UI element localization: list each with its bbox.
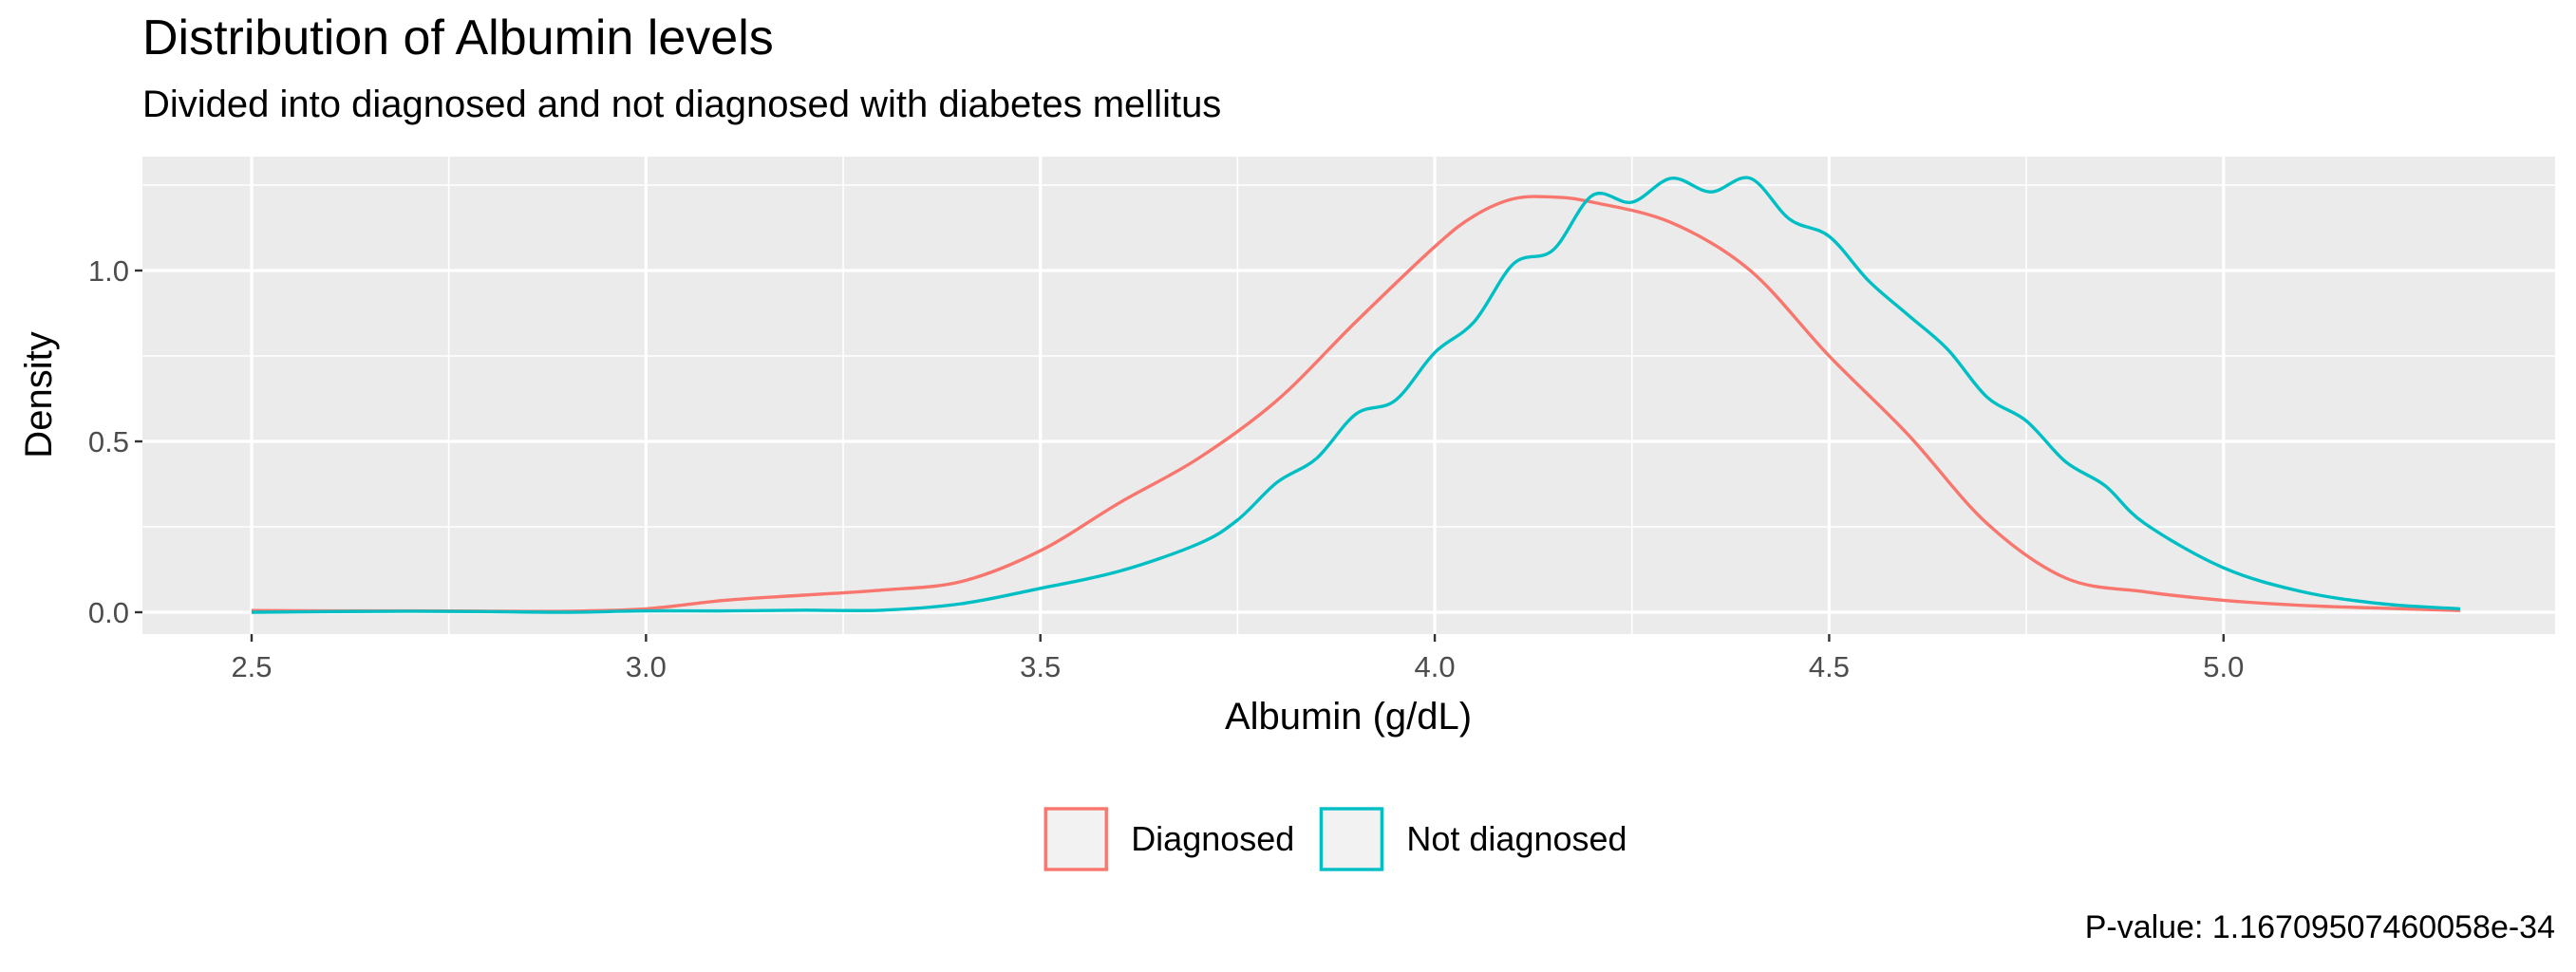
legend-label-not-diagnosed: Not diagnosed: [1406, 819, 1626, 858]
series-layer: [251, 176, 2461, 614]
p-value-caption: P-value: 1.16709507460058e-34: [2084, 909, 2555, 945]
y-tick-label: 0.5: [88, 425, 129, 458]
series-line-diagnosed: [251, 195, 2461, 613]
x-tick-label: 2.5: [231, 650, 272, 683]
legend-label-diagnosed: Diagnosed: [1131, 819, 1294, 858]
y-axis-title: Density: [18, 331, 60, 458]
chart-title: Distribution of Albumin levels: [142, 10, 774, 65]
x-axis-title: Albumin (g/dL): [1225, 696, 1472, 738]
x-tick-label: 5.0: [2203, 650, 2244, 683]
x-tick-label: 3.0: [626, 650, 667, 683]
y-tick-label: 1.0: [88, 254, 129, 288]
legend: Diagnosed Not diagnosed: [1044, 807, 1627, 871]
minor-grid: [142, 157, 2555, 634]
legend-key-diagnosed: [1044, 807, 1108, 871]
series-line-not-diagnosed: [251, 176, 2461, 614]
axes-layer: 2.5 3.0 3.5 4.0 4.5 5.0 0.0 0.5 1.0: [88, 254, 2244, 683]
y-tick-label: 0.0: [88, 596, 129, 629]
x-tick-label: 4.5: [1809, 650, 1850, 683]
chart-subtitle: Divided into diagnosed and not diagnosed…: [142, 84, 1222, 125]
x-tick-label: 3.5: [1020, 650, 1061, 683]
x-tick-label: 4.0: [1415, 650, 1456, 683]
legend-key-not-diagnosed: [1319, 807, 1384, 871]
plot-panel: [142, 157, 2555, 634]
